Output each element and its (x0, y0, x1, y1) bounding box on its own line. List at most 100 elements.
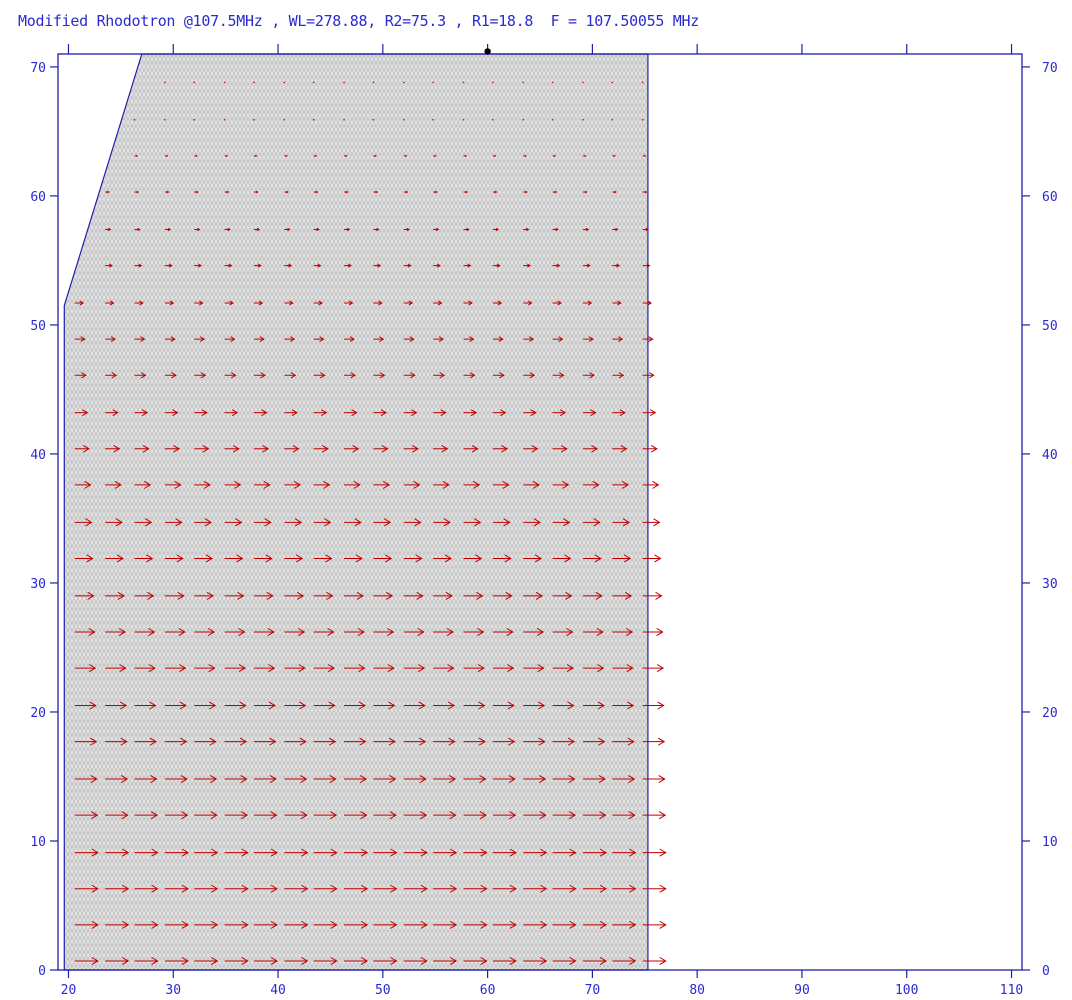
x-tick-label: 70 (585, 983, 601, 998)
field-arrow (551, 118, 554, 121)
field-arrow (552, 444, 568, 453)
field-arrow-head (658, 811, 667, 820)
field-arrow (134, 701, 157, 710)
field-arrow (432, 81, 434, 84)
field-arrow (492, 154, 497, 157)
field-arrow-head (264, 518, 272, 527)
field-arrow-head (441, 444, 449, 453)
field-arrow-head (150, 775, 158, 784)
field-arrow (582, 848, 607, 857)
field-arrow-head (644, 190, 648, 194)
y-tick-label-right: 40 (1042, 448, 1058, 463)
field-arrow (74, 920, 99, 929)
x-axis-top (67, 44, 1013, 54)
field-arrow (433, 811, 457, 820)
field-arrow (582, 701, 605, 710)
field-arrow-head (504, 554, 512, 563)
field-arrow-head (384, 554, 393, 563)
field-arrow-head (569, 884, 577, 893)
field-arrow (344, 372, 357, 379)
field-arrow (492, 920, 517, 929)
field-arrow-head (566, 627, 574, 637)
field-arrow-head (464, 154, 468, 157)
field-arrow-head (301, 956, 309, 965)
field-arrow (164, 518, 183, 527)
field-arrow (343, 81, 345, 84)
field-arrow (224, 664, 247, 673)
field-arrow-head (560, 444, 568, 453)
field-arrow (373, 664, 395, 673)
field-arrow (284, 480, 302, 489)
field-arrow (284, 372, 297, 379)
field-arrow-head (420, 920, 428, 929)
field-arrow (224, 956, 249, 965)
field-arrow-head (265, 554, 273, 563)
x-tick-label: 100 (895, 983, 918, 998)
field-arrow (463, 480, 481, 489)
field-arrow-head (655, 591, 663, 600)
field-arrow-head (240, 811, 249, 820)
field-arrow-head (139, 300, 144, 306)
field-arrow-head (327, 664, 336, 673)
field-arrow-head (616, 263, 621, 268)
field-arrow (134, 372, 147, 379)
field-arrow (313, 554, 333, 563)
field-arrow-head (440, 409, 447, 417)
field-arrow-head (449, 920, 458, 929)
field-arrow-head (613, 154, 616, 157)
field-arrow-head (330, 920, 338, 929)
field-arrow (372, 81, 375, 84)
field-arrow-head (241, 884, 249, 893)
field-arrow-dot (551, 118, 554, 121)
field-arrow (164, 775, 188, 784)
field-arrow (433, 409, 447, 417)
field-arrow (134, 480, 152, 489)
field-arrow-head (360, 884, 369, 893)
field-arrow-head (508, 775, 516, 784)
field-arrow (463, 701, 486, 710)
field-arrow (433, 956, 458, 965)
field-arrow (194, 627, 216, 637)
field-arrow-head (593, 518, 601, 527)
field-arrow (253, 81, 255, 84)
field-arrow-head (598, 775, 606, 784)
field-arrow-head (659, 956, 667, 965)
field-arrow-dot (343, 81, 345, 84)
field-arrow-head (475, 554, 483, 563)
field-arrow (582, 300, 593, 306)
field-arrow-head (534, 554, 543, 563)
field-arrow (344, 737, 367, 746)
field-arrow-head (390, 848, 398, 857)
field-arrow (642, 300, 653, 306)
field-arrow-dot (253, 81, 255, 84)
field-arrow-head (480, 956, 488, 965)
field-arrow-head (480, 884, 488, 893)
field-arrow-head (413, 480, 421, 489)
field-arrow (313, 190, 319, 194)
field-arrow (164, 190, 170, 194)
field-arrow-head (206, 591, 215, 600)
mesh-domain (63, 53, 649, 971)
field-arrow-head (436, 263, 441, 268)
field-arrow (344, 518, 362, 527)
field-arrow (462, 118, 465, 121)
field-arrow (642, 554, 662, 563)
field-arrow (284, 884, 309, 893)
field-arrow-head (564, 554, 572, 563)
field-arrow (194, 190, 199, 194)
field-arrow (463, 737, 486, 746)
field-arrow (224, 372, 237, 379)
field-arrow (433, 664, 455, 673)
field-arrow (463, 775, 487, 784)
field-arrow-head (629, 884, 637, 893)
field-arrow-head (108, 263, 113, 268)
field-arrow-head (494, 190, 498, 194)
field-arrow (373, 372, 386, 379)
field-arrow (582, 627, 604, 637)
field-arrow-head (538, 737, 546, 746)
y-tick-label-left: 60 (30, 190, 46, 205)
field-arrow-head (172, 409, 179, 417)
field-arrow-head (236, 554, 244, 563)
field-arrow (344, 701, 366, 710)
field-arrow-head (203, 480, 211, 489)
